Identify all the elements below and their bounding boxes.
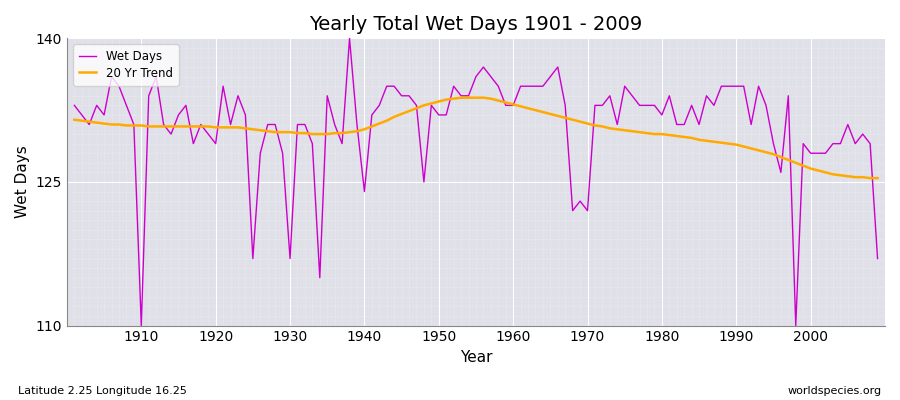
- Wet Days: [69, 103, 80, 108]
- X-axis label: Year: Year: [460, 350, 492, 365]
- Wet Days: [872, 256, 883, 261]
- 20 Yr Trend: [605, 126, 616, 131]
- 20 Yr Trend: [872, 176, 883, 180]
- Wet Days: [136, 323, 147, 328]
- 20 Yr Trend: [69, 117, 80, 122]
- Y-axis label: Wet Days: Wet Days: [15, 146, 30, 218]
- Line: 20 Yr Trend: 20 Yr Trend: [75, 98, 878, 178]
- 20 Yr Trend: [508, 102, 518, 107]
- Text: Latitude 2.25 Longitude 16.25: Latitude 2.25 Longitude 16.25: [18, 386, 187, 396]
- Wet Days: [515, 84, 526, 89]
- 20 Yr Trend: [455, 95, 466, 100]
- 20 Yr Trend: [515, 104, 526, 109]
- Wet Days: [344, 36, 355, 41]
- Wet Days: [523, 84, 534, 89]
- Legend: Wet Days, 20 Yr Trend: Wet Days, 20 Yr Trend: [73, 44, 179, 86]
- Wet Days: [300, 122, 310, 127]
- Wet Days: [129, 122, 140, 127]
- Wet Days: [612, 122, 623, 127]
- 20 Yr Trend: [865, 176, 876, 180]
- 20 Yr Trend: [337, 131, 347, 136]
- Title: Yearly Total Wet Days 1901 - 2009: Yearly Total Wet Days 1901 - 2009: [310, 15, 643, 34]
- Wet Days: [352, 122, 363, 127]
- 20 Yr Trend: [129, 123, 140, 128]
- 20 Yr Trend: [292, 131, 303, 136]
- Line: Wet Days: Wet Days: [75, 38, 878, 326]
- Text: worldspecies.org: worldspecies.org: [788, 386, 882, 396]
